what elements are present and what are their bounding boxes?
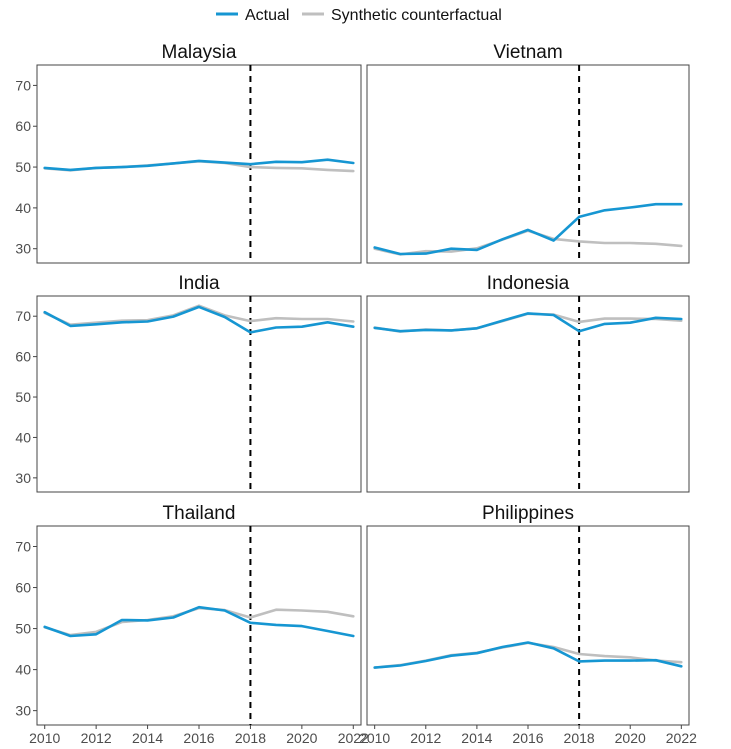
series-line-synthetic xyxy=(373,229,683,256)
panel-frame xyxy=(36,64,362,264)
y-tick-label: 40 xyxy=(15,200,31,216)
series-line-synthetic xyxy=(43,304,355,327)
x-tick-label: 2014 xyxy=(132,730,163,746)
panel-india: India 30 40 50 60 70 xyxy=(15,273,362,493)
series-line-actual xyxy=(373,641,683,669)
x-tick-label: 2018 xyxy=(564,730,595,746)
y-tick-label: 50 xyxy=(15,621,31,637)
panel-title: Vietnam xyxy=(493,42,562,63)
panel-title: Philippines xyxy=(482,503,574,524)
y-tick-label: 30 xyxy=(15,241,31,257)
panel-title: Thailand xyxy=(163,503,236,524)
x-tick-label: 2018 xyxy=(235,730,266,746)
x-tick-label: 2014 xyxy=(461,730,492,746)
x-tick-label: 2022 xyxy=(338,730,369,746)
y-tick-label: 50 xyxy=(15,159,31,175)
series-line-actual xyxy=(43,605,355,638)
x-tick-label: 2012 xyxy=(81,730,112,746)
panels: Malaysia 30 40 50 60 70 Vietnam India 30 40 50 60 70… xyxy=(15,42,697,746)
series-line-actual xyxy=(373,202,683,256)
y-tick-label: 60 xyxy=(15,118,31,134)
series-line-actual xyxy=(373,312,683,333)
y-tick-label: 30 xyxy=(15,703,31,719)
legend-actual-label: Actual xyxy=(245,7,289,24)
panel-indonesia: Indonesia xyxy=(366,273,690,493)
x-tick-label: 2016 xyxy=(183,730,214,746)
panel-malaysia: Malaysia 30 40 50 60 70 xyxy=(15,42,362,264)
panel-frame xyxy=(36,525,362,726)
series-line-synthetic xyxy=(373,641,683,669)
x-tick-label: 2020 xyxy=(286,730,317,746)
panel-thailand: Thailand 30 40 50 60 70 2010 2012 2014 2016 2018 20… xyxy=(15,503,369,746)
series-line-actual xyxy=(43,158,355,172)
x-tick-label: 2016 xyxy=(512,730,543,746)
y-tick-label: 40 xyxy=(15,429,31,445)
y-tick-label: 60 xyxy=(15,349,31,365)
panel-frame xyxy=(366,525,690,726)
panel-vietnam: Vietnam xyxy=(366,42,690,264)
series-line-synthetic xyxy=(43,606,355,637)
x-tick-label: 2010 xyxy=(29,730,60,746)
panel-title: Indonesia xyxy=(487,273,570,294)
panel-frame xyxy=(366,295,690,493)
y-tick-label: 70 xyxy=(15,539,31,555)
panel-philippines: Philippines 2010 2012 2014 2016 2018 2020 2022 xyxy=(359,503,697,746)
panel-frame xyxy=(366,64,690,264)
panel-title: India xyxy=(178,273,220,294)
x-tick-label: 2020 xyxy=(615,730,646,746)
y-tick-label: 50 xyxy=(15,389,31,405)
y-tick-label: 60 xyxy=(15,580,31,596)
panel-title: Malaysia xyxy=(162,42,237,63)
legend: Actual Synthetic counterfactual xyxy=(216,7,502,24)
y-tick-label: 70 xyxy=(15,77,31,93)
y-tick-label: 70 xyxy=(15,308,31,324)
panel-frame xyxy=(36,295,362,493)
series-line-actual xyxy=(43,305,355,334)
legend-synthetic-label: Synthetic counterfactual xyxy=(331,7,502,24)
x-tick-label: 2022 xyxy=(666,730,697,746)
y-tick-label: 30 xyxy=(15,470,31,486)
x-tick-label: 2012 xyxy=(410,730,441,746)
x-tick-label: 2010 xyxy=(359,730,390,746)
y-tick-label: 40 xyxy=(15,662,31,678)
